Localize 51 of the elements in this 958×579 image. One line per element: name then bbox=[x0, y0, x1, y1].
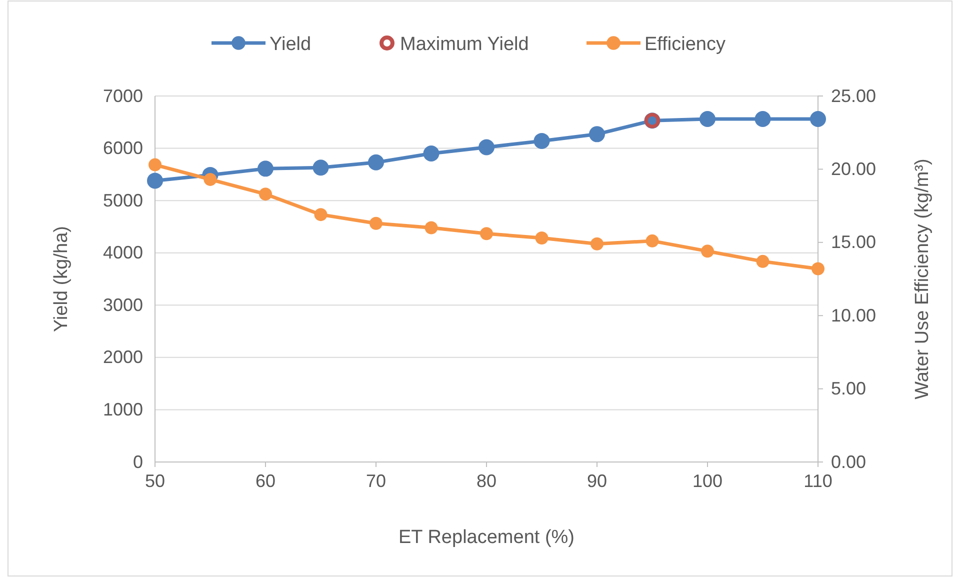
y-axis-title: Yield (kg/ha) bbox=[51, 226, 72, 332]
point bbox=[700, 111, 716, 128]
point bbox=[370, 216, 382, 230]
point bbox=[534, 132, 550, 149]
y-tick-label: 3000 bbox=[102, 294, 143, 315]
point bbox=[424, 221, 438, 234]
x-tick-label: 110 bbox=[804, 470, 832, 491]
point bbox=[754, 111, 771, 128]
point bbox=[756, 254, 770, 268]
x-axis-title: ET Replacement (%) bbox=[398, 527, 574, 548]
point bbox=[701, 244, 714, 258]
point bbox=[312, 160, 329, 176]
y-tick-label: 2000 bbox=[102, 347, 143, 368]
point bbox=[535, 232, 548, 245]
y-tick-label: 4000 bbox=[102, 242, 143, 263]
y-tick-label: 6000 bbox=[102, 138, 143, 158]
legend-label: Efficiency bbox=[644, 34, 726, 55]
x-tick-label: 60 bbox=[255, 470, 276, 491]
point bbox=[204, 172, 217, 186]
x-tick-label: 100 bbox=[692, 470, 723, 491]
point bbox=[590, 237, 604, 250]
point bbox=[259, 188, 272, 201]
point bbox=[258, 160, 274, 177]
point bbox=[314, 208, 328, 222]
y2-tick-label: 5.00 bbox=[831, 378, 866, 399]
x-tick-label: 90 bbox=[586, 470, 608, 491]
point bbox=[589, 126, 605, 142]
point bbox=[646, 234, 659, 248]
point bbox=[423, 146, 440, 162]
y2-axis-title: Water Use Efficiency (kg/m³) bbox=[912, 158, 933, 400]
point bbox=[368, 154, 384, 170]
point bbox=[810, 111, 826, 128]
y2-tick-label: 10.00 bbox=[831, 305, 876, 326]
legend-label: Maximum Yield bbox=[400, 34, 529, 55]
legend-label: Yield bbox=[270, 34, 312, 55]
y2-tick-label: 15.00 bbox=[831, 232, 876, 252]
y-tick-label: 1000 bbox=[102, 399, 143, 420]
point bbox=[812, 262, 824, 276]
x-tick-label: 50 bbox=[144, 470, 166, 491]
x-tick-label: 70 bbox=[366, 470, 386, 491]
y2-tick-label: 25.00 bbox=[831, 86, 876, 106]
y2-tick-label: 20.00 bbox=[831, 158, 876, 179]
y2-tick-label: 0.00 bbox=[831, 452, 866, 472]
y-tick-label: 0 bbox=[132, 452, 143, 472]
y-tick-label: 5000 bbox=[102, 190, 143, 210]
point bbox=[148, 158, 162, 172]
point bbox=[478, 139, 494, 156]
point bbox=[147, 172, 163, 189]
x-tick-label: 80 bbox=[476, 470, 497, 491]
y-tick-label: 7000 bbox=[102, 86, 143, 106]
point bbox=[480, 227, 493, 240]
